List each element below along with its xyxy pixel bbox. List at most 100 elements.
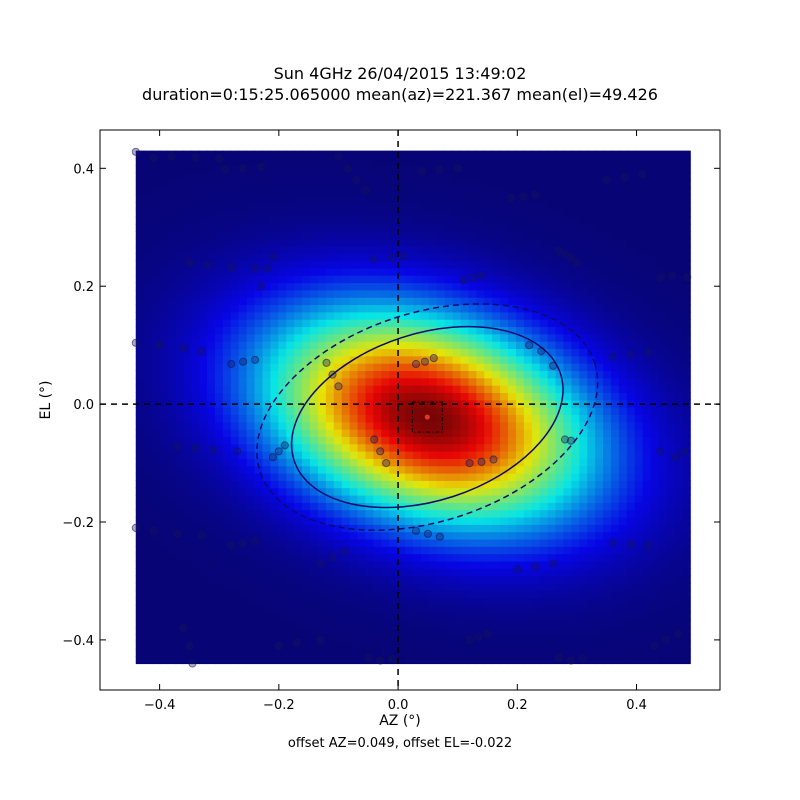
heatmap-cell: [412, 487, 422, 496]
heatmap-cell: [508, 568, 517, 577]
heatmap-cell: [381, 465, 390, 474]
heatmap-cell: [508, 311, 517, 320]
heatmap-cell: [603, 641, 612, 650]
heatmap-cell: [484, 531, 493, 540]
heatmap-cell: [571, 656, 580, 665]
heatmap-cell: [587, 157, 596, 166]
heatmap-cell: [317, 487, 327, 496]
heatmap-cell: [571, 319, 580, 328]
heatmap-cell: [603, 458, 612, 467]
heatmap-cell: [222, 341, 232, 350]
heatmap-cell: [270, 260, 279, 269]
heatmap-cell: [199, 502, 208, 511]
heatmap-cell: [634, 626, 644, 635]
heatmap-cell: [310, 626, 319, 635]
heatmap-cell: [492, 363, 501, 372]
heatmap-cell: [634, 590, 644, 599]
heatmap-cell: [595, 238, 604, 247]
heatmap-cell: [515, 275, 525, 284]
heatmap-cell: [555, 487, 565, 496]
heatmap-cell: [183, 582, 192, 591]
heatmap-cell: [634, 648, 644, 657]
heatmap-cell: [515, 524, 525, 533]
heatmap-cell: [246, 451, 256, 459]
heatmap-cell: [159, 209, 169, 218]
sample-point: [370, 435, 379, 444]
heatmap-cell: [523, 421, 533, 430]
heatmap-cell: [658, 465, 668, 474]
heatmap-cell: [135, 509, 145, 518]
heatmap-cell: [579, 348, 588, 357]
heatmap-cell: [587, 201, 596, 210]
heatmap-cell: [183, 209, 192, 218]
heatmap-cell: [539, 319, 549, 328]
heatmap-cell: [452, 443, 462, 452]
heatmap-cell: [642, 619, 652, 628]
heatmap-cell: [151, 407, 161, 415]
heatmap-cell: [246, 385, 256, 393]
heatmap-cell: [555, 341, 565, 350]
heatmap-cell: [539, 458, 549, 467]
heatmap-cell: [420, 465, 430, 474]
heatmap-cell: [484, 165, 493, 174]
heatmap-cell: [595, 509, 604, 518]
heatmap-cell: [254, 392, 264, 401]
heatmap-cell: [246, 282, 256, 291]
heatmap-cell: [508, 355, 517, 364]
heatmap-cell: [563, 634, 572, 643]
heatmap-cell: [610, 590, 620, 599]
heatmap-cell: [262, 414, 272, 423]
heatmap-cell: [349, 341, 359, 350]
heatmap-cell: [246, 245, 256, 254]
heatmap-cell: [373, 414, 382, 423]
heatmap-cell: [420, 590, 430, 599]
heatmap-cell: [349, 494, 359, 503]
heatmap-cell: [349, 165, 359, 174]
heatmap-cell: [555, 216, 565, 225]
heatmap-cell: [222, 267, 232, 276]
heatmap-cell: [325, 370, 335, 379]
heatmap-cell: [658, 253, 668, 262]
heatmap-cell: [547, 267, 557, 276]
heatmap-cell: [618, 209, 628, 218]
sample-point: [316, 559, 325, 568]
heatmap-cell: [658, 150, 668, 159]
heatmap-cell: [270, 656, 279, 665]
heatmap-cell: [325, 612, 335, 621]
heatmap-cell: [468, 553, 477, 562]
heatmap-cell: [412, 509, 422, 518]
heatmap-cell: [246, 319, 256, 328]
heatmap-cell: [365, 458, 374, 467]
heatmap-cell: [515, 553, 525, 562]
heatmap-cell: [508, 385, 517, 393]
heatmap-cell: [436, 297, 446, 306]
heatmap-cell: [381, 648, 390, 657]
heatmap-cell: [634, 245, 644, 254]
heatmap-cell: [381, 216, 390, 225]
heatmap-cell: [539, 150, 549, 159]
heatmap-cell: [310, 443, 319, 452]
heatmap-cell: [357, 612, 367, 621]
heatmap-cell: [515, 619, 525, 628]
heatmap-cell: [428, 634, 438, 643]
heatmap-cell: [341, 436, 351, 445]
heatmap-cell: [238, 480, 248, 489]
heatmap-cell: [634, 370, 644, 379]
heatmap-cell: [618, 157, 628, 166]
heatmap-cell: [674, 472, 683, 481]
heatmap-cell: [674, 458, 683, 467]
heatmap-cell: [286, 341, 295, 350]
heatmap-cell: [143, 355, 153, 364]
heatmap-cell: [222, 494, 232, 503]
heatmap-cell: [547, 231, 557, 240]
heatmap-cell: [214, 172, 224, 181]
heatmap-cell: [246, 436, 256, 445]
heatmap-cell: [642, 612, 652, 621]
heatmap-cell: [167, 194, 176, 203]
heatmap-cell: [381, 619, 390, 628]
heatmap-cell: [191, 341, 200, 350]
heatmap-cell: [674, 253, 683, 262]
heatmap-cell: [420, 172, 430, 181]
heatmap-cell: [238, 553, 248, 562]
heatmap-cell: [143, 568, 153, 577]
